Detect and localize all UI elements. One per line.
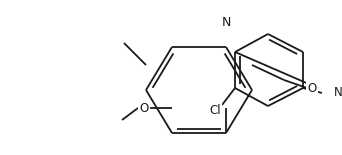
Text: NH$_2$: NH$_2$	[333, 85, 342, 101]
Text: O: O	[140, 102, 149, 115]
Text: N: N	[221, 16, 231, 29]
Text: O: O	[307, 82, 317, 95]
Text: Cl: Cl	[209, 104, 221, 117]
